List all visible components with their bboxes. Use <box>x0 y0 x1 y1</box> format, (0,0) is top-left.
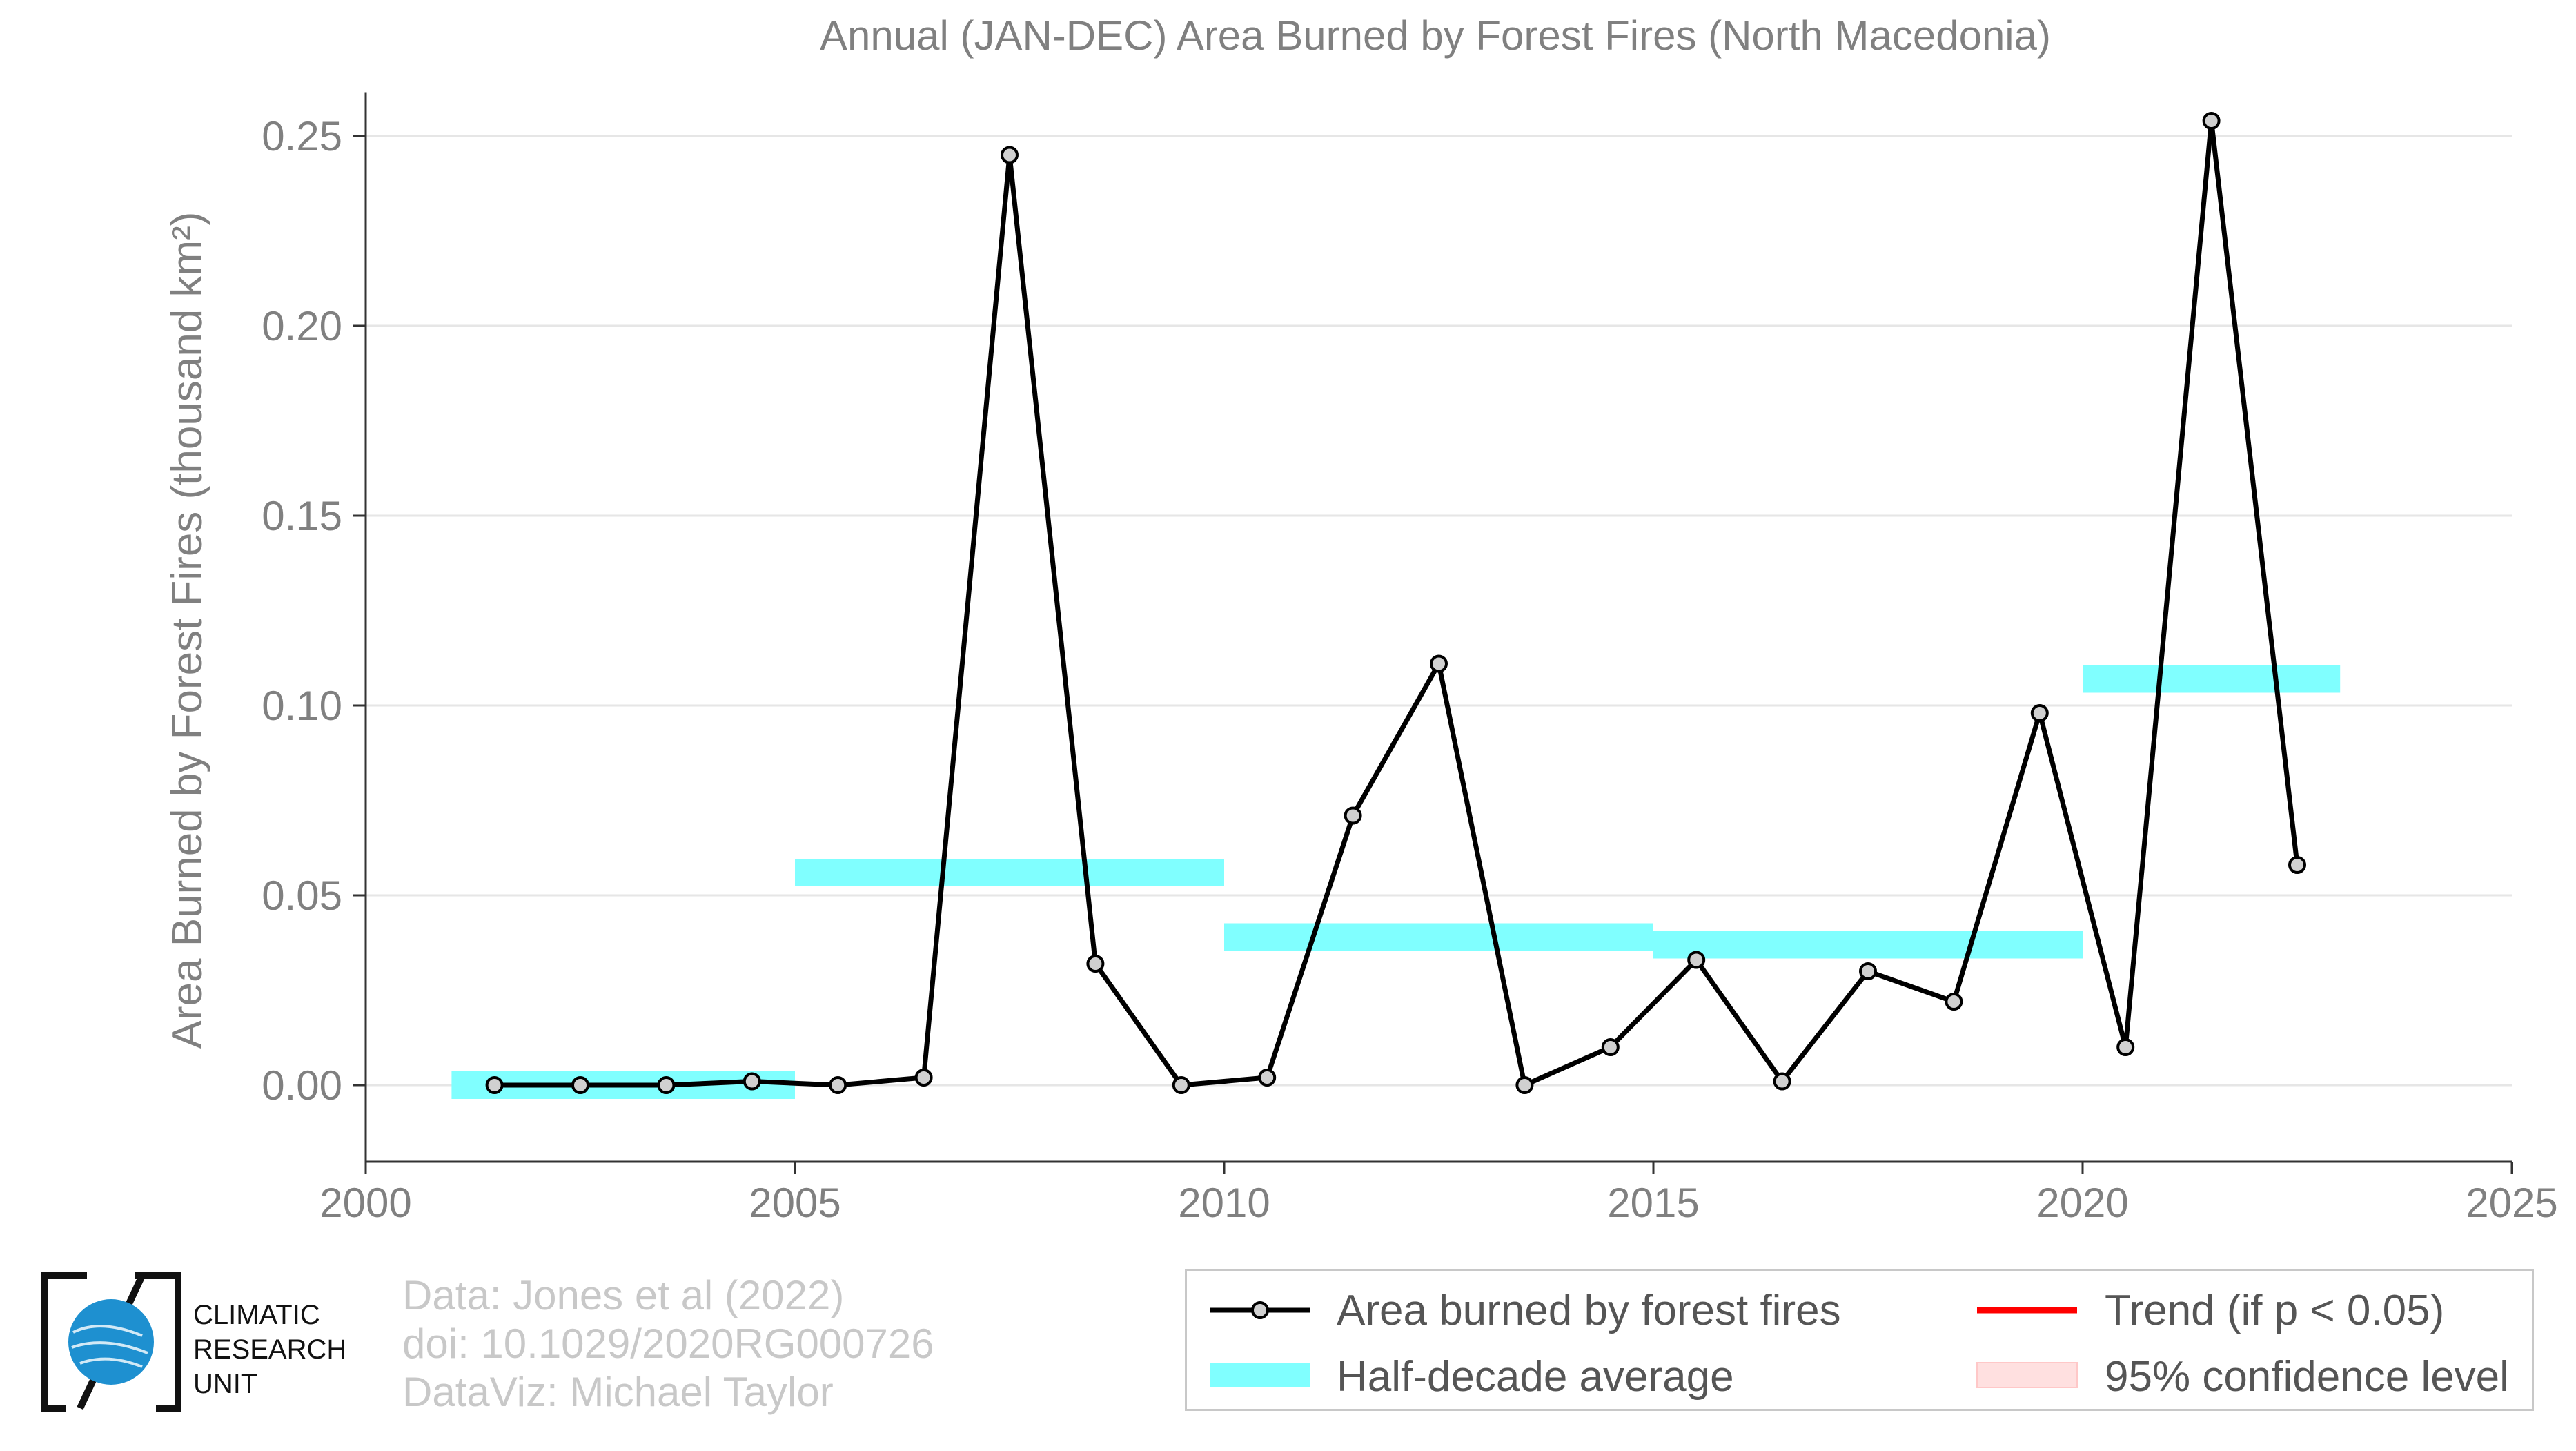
data-point <box>2288 856 2306 874</box>
half-decade-averages <box>451 665 2341 1099</box>
x-tick-label: 2010 <box>1178 1180 1270 1226</box>
cru-logo-icon <box>41 1272 181 1412</box>
logo-line-1: CLIMATIC <box>193 1300 320 1330</box>
data-point <box>743 1072 761 1091</box>
y-tick-label: 0.15 <box>262 493 342 539</box>
data-point <box>1001 146 1019 164</box>
data-point <box>2202 112 2221 130</box>
data-point <box>1430 654 1448 673</box>
legend-swatch-confidence <box>1976 1362 2078 1388</box>
data-point <box>1515 1076 1534 1094</box>
data-point <box>2116 1038 2135 1056</box>
logo-line-3: UNIT <box>193 1369 258 1399</box>
legend: Area burned by forest fires Trend (if p … <box>1185 1269 2534 1411</box>
chart-title: Annual (JAN-DEC) Area Burned by Forest F… <box>820 12 2051 59</box>
data-point <box>2030 704 2049 722</box>
data-point <box>1859 962 1877 980</box>
legend-swatch-trend <box>1977 1307 2077 1314</box>
x-tick-label: 2005 <box>749 1180 840 1226</box>
data-point <box>1601 1038 1620 1056</box>
half-decade-average-bar <box>2083 665 2341 693</box>
credit-dataviz: DataViz: Michael Taylor <box>402 1369 834 1415</box>
data-point <box>1773 1072 1791 1091</box>
x-tick-label: 2000 <box>319 1180 411 1226</box>
data-point <box>1258 1069 1277 1087</box>
credits: Data: Jones et al (2022) doi: 10.1029/20… <box>402 1272 934 1416</box>
x-axis: 2000 2005 2010 2015 2020 2025 <box>319 1160 2558 1226</box>
logo-line-2: RESEARCH <box>193 1334 347 1365</box>
half-decade-average-bar <box>795 859 1224 886</box>
legend-swatch-series <box>1210 1301 1310 1319</box>
data-point <box>571 1076 589 1094</box>
x-tick-label: 2020 <box>2036 1180 2128 1226</box>
half-decade-average-bar <box>1653 931 2083 959</box>
grid <box>366 135 2512 1087</box>
x-tick-label: 2015 <box>1607 1180 1699 1226</box>
data-point <box>657 1076 676 1094</box>
data-point <box>1687 951 1706 969</box>
y-tick-label: 0.20 <box>262 303 342 349</box>
legend-swatch-average <box>1210 1363 1310 1387</box>
y-axis: 0.00 0.05 0.10 0.15 0.20 0.25 <box>262 92 367 1169</box>
series-line <box>494 118 2300 1088</box>
credit-doi: doi: 10.1029/2020RG000726 <box>402 1321 934 1367</box>
data-point <box>485 1076 504 1094</box>
legend-label-average: Half-decade average <box>1337 1353 1734 1401</box>
data-point <box>1945 993 1963 1011</box>
y-tick-label: 0.05 <box>262 873 342 919</box>
x-tick-label: 2025 <box>2466 1180 2557 1226</box>
data-point <box>1086 955 1105 973</box>
data-point <box>829 1076 847 1094</box>
legend-label-trend: Trend (if p < 0.05) <box>2105 1287 2445 1334</box>
data-point <box>1344 806 1362 825</box>
data-point <box>914 1069 933 1087</box>
y-axis-label: Area Burned by Forest Fires (thousand km… <box>164 212 211 1049</box>
y-tick-label: 0.00 <box>262 1062 342 1109</box>
y-tick-label: 0.25 <box>262 113 342 159</box>
series-area-burned <box>485 112 2306 1094</box>
legend-label-confidence: 95% confidence level <box>2105 1353 2509 1401</box>
data-point <box>1172 1076 1190 1094</box>
half-decade-average-bar <box>1224 923 1653 951</box>
legend-label-series: Area burned by forest fires <box>1337 1287 1841 1334</box>
y-tick-label: 0.10 <box>262 683 342 729</box>
credit-data-source: Data: Jones et al (2022) <box>402 1272 845 1318</box>
logo-text: CLIMATIC RESEARCH UNIT <box>193 1298 346 1401</box>
